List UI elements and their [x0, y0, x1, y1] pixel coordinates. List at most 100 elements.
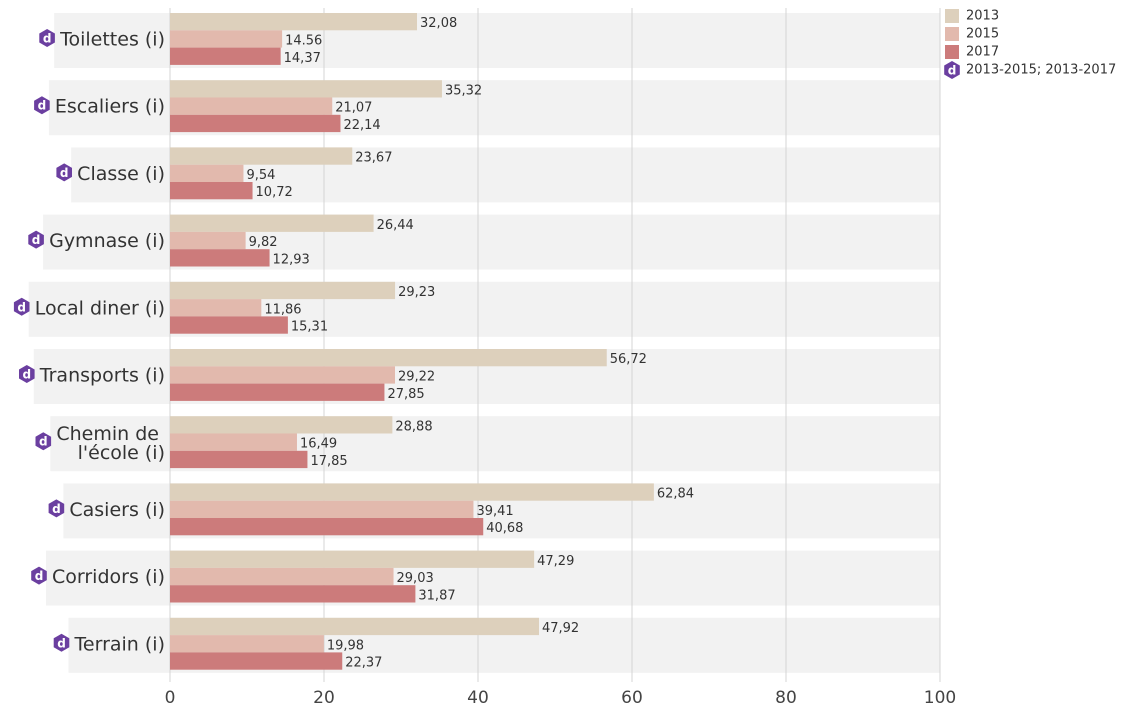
- category-label: Terrain (i): [74, 633, 165, 655]
- bar: [170, 147, 353, 165]
- value-label: 26,44: [377, 218, 414, 233]
- bar: [170, 231, 246, 250]
- value-label: 14.56: [285, 34, 322, 49]
- row-backgrounds: [28, 13, 940, 673]
- x-tick-label: 40: [467, 688, 489, 708]
- value-label: 9,82: [249, 235, 278, 250]
- bar: [170, 383, 385, 401]
- value-label: 29,23: [398, 285, 435, 300]
- badge-letter: d: [43, 32, 52, 46]
- bar: [170, 316, 288, 334]
- bar: [170, 281, 396, 300]
- legend-label: 2013-2015; 2013-2017: [966, 63, 1116, 78]
- category-label: Local diner (i): [35, 297, 165, 319]
- legend-label: 2015: [966, 27, 999, 42]
- bar: [170, 635, 324, 653]
- value-label: 39,41: [476, 504, 513, 519]
- badge-hex: [48, 499, 65, 518]
- legend-label: 2017: [966, 45, 999, 60]
- category-label: Gymnase (i): [49, 230, 165, 252]
- bar: [170, 567, 394, 586]
- legend-swatch: [945, 27, 959, 41]
- badge-hex: [28, 230, 44, 249]
- bar: [170, 299, 262, 317]
- bar: [170, 617, 539, 636]
- badge-letter: d: [23, 368, 32, 382]
- badge-hex: [56, 163, 72, 182]
- value-label: 29,03: [397, 571, 434, 586]
- value-label: 47,92: [542, 621, 579, 636]
- x-tick-label: 0: [165, 688, 176, 708]
- value-label: 40,68: [486, 521, 523, 536]
- badge-hex: [34, 96, 50, 115]
- value-label: 16,49: [300, 437, 337, 452]
- value-label: 32,08: [420, 16, 457, 31]
- badge-letter: d: [52, 502, 61, 516]
- badge-hex: [944, 61, 960, 79]
- bar: [170, 518, 484, 536]
- value-label: 22,37: [345, 656, 382, 671]
- category-label: Chemin de l'école (i): [56, 423, 165, 464]
- bar: [170, 164, 244, 182]
- x-tick-label: 60: [621, 688, 643, 708]
- badge-letter: d: [57, 636, 66, 650]
- value-label: 12,93: [273, 252, 310, 267]
- value-label: 28,88: [395, 419, 432, 434]
- badge-letter: d: [17, 300, 26, 314]
- badge-letter: d: [35, 569, 44, 583]
- value-label: 27,85: [387, 387, 424, 402]
- bar: [170, 585, 416, 603]
- bar: [170, 30, 283, 48]
- badge-hex: [53, 633, 70, 652]
- x-tick-label: 100: [924, 688, 956, 708]
- row-background: [28, 281, 940, 337]
- badge-letter: d: [39, 435, 48, 449]
- value-label: 35,32: [445, 83, 482, 98]
- category-label: Transports (i): [39, 365, 165, 387]
- badge-hex: [31, 566, 47, 585]
- value-label: 19,98: [327, 638, 364, 653]
- value-label: 15,31: [291, 320, 328, 335]
- legend-swatch: [945, 45, 959, 59]
- badge-hex: [39, 29, 55, 47]
- value-label: 22,14: [343, 118, 380, 133]
- bar: [170, 652, 343, 670]
- category-label: Escaliers (i): [55, 96, 165, 118]
- bar: [170, 500, 474, 518]
- bar: [170, 13, 418, 31]
- legend-swatch: [945, 9, 959, 23]
- x-tick-label: 20: [313, 688, 335, 708]
- category-label: Corridors (i): [52, 566, 165, 588]
- badge-letter: d: [38, 99, 47, 113]
- bar: [170, 80, 442, 98]
- bar: [170, 366, 395, 384]
- badge-letter: d: [948, 64, 957, 78]
- badge-letter: d: [60, 166, 69, 180]
- legend-label: 2013: [966, 9, 999, 24]
- bar: [170, 349, 607, 367]
- bar: [170, 416, 393, 434]
- value-label: 17,85: [310, 454, 347, 469]
- value-label: 31,87: [418, 588, 455, 603]
- category-line: Chemin de: [56, 423, 165, 445]
- bar: [170, 182, 253, 200]
- category-label: Casiers (i): [69, 499, 165, 521]
- bar: [170, 249, 270, 267]
- category-label: Classe (i): [77, 163, 165, 185]
- bar: [170, 433, 297, 451]
- bar: [170, 214, 374, 232]
- value-label: 9,54: [246, 168, 275, 183]
- value-label: 21,07: [335, 101, 372, 116]
- bar: [170, 97, 333, 115]
- badge-letter: d: [32, 233, 41, 247]
- value-label: 10,72: [256, 185, 293, 200]
- badge-hex: [19, 365, 35, 383]
- bar: [170, 550, 535, 568]
- category-line: l'école (i): [78, 442, 165, 464]
- bar: [170, 47, 281, 65]
- bar: [170, 483, 654, 501]
- value-label: 47,29: [537, 554, 574, 569]
- value-label: 11,86: [264, 302, 301, 317]
- value-label: 62,84: [657, 487, 694, 502]
